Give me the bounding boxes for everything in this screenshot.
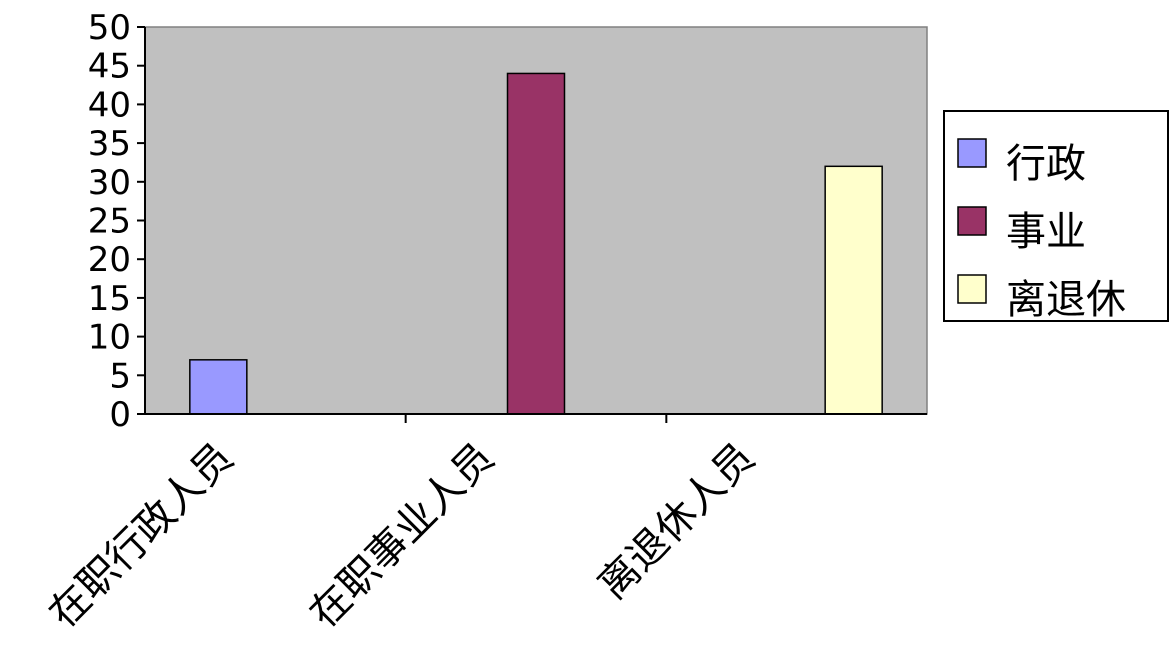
legend-label: 行政 [1006, 141, 1086, 187]
x-axis-category-labels: 在职行政人员 在职事业人员 离退休人员 [40, 435, 764, 637]
y-tick-label: 10 [88, 318, 131, 358]
y-tick-label: 30 [88, 163, 131, 203]
y-tick-label: 5 [109, 356, 131, 396]
bar-行政-在职行政人员 [189, 359, 248, 415]
y-tick-label: 45 [88, 47, 131, 87]
legend-swatch [957, 206, 987, 236]
bars-group [189, 72, 883, 415]
legend-label: 离退休 [1006, 277, 1126, 323]
y-tick-label: 35 [88, 124, 131, 164]
y-tick-label: 20 [88, 240, 131, 280]
legend-swatch [957, 274, 987, 304]
y-tick-label: 40 [88, 85, 131, 125]
x-axis-ticks [404, 414, 668, 423]
y-tick-label: 25 [88, 202, 131, 242]
bar-离退休-离退休人员 [824, 165, 883, 415]
x-category-label: 在职行政人员 [40, 435, 242, 637]
y-tick-label: 0 [109, 395, 131, 435]
x-category-label: 离退休人员 [590, 435, 764, 609]
y-tick-label: 15 [88, 279, 131, 319]
bar-事业-在职事业人员 [506, 72, 566, 415]
legend-label: 事业 [1006, 209, 1086, 255]
y-tick-label: 50 [88, 8, 131, 48]
x-category-label: 在职事业人员 [301, 435, 503, 637]
legend-swatch [957, 138, 987, 168]
